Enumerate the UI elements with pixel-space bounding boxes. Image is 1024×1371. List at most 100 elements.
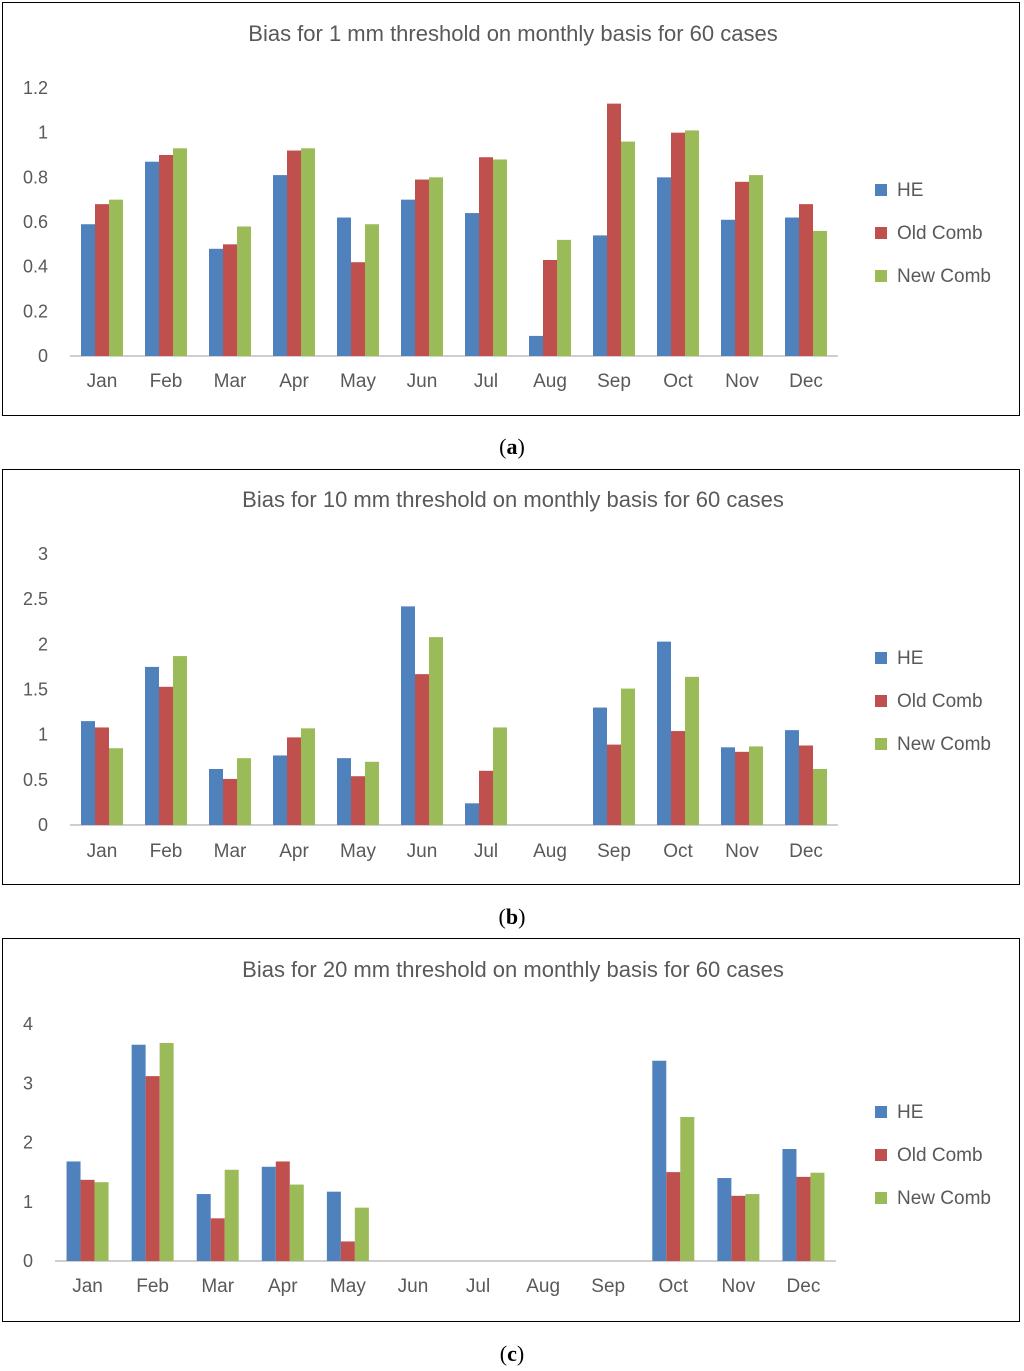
bar-new-comb-nov [749,175,763,356]
bar-he-nov [721,219,735,356]
x-tick-label: Nov [721,1276,755,1297]
legend-label-new-comb: New Comb [897,1188,991,1209]
y-tick-label: 1.5 [23,680,48,700]
y-tick-label: 2 [23,1133,33,1153]
bar-old-comb-mar [223,778,237,825]
bar-old-comb-mar [223,244,237,356]
x-tick-label: Sep [597,371,631,392]
caption-b: (b) [498,904,526,929]
legend-label-old-comb: Old Comb [897,223,983,244]
bar-old-comb-may [340,1241,355,1261]
x-tick-label: Jul [474,841,498,862]
bar-old-comb-dec [799,204,813,356]
bar-old-comb-nov [731,1195,746,1261]
bar-he-dec [785,217,799,356]
bar-old-comb-mar [210,1218,225,1261]
y-tick-label: 1 [38,725,48,745]
bar-old-comb-jan [95,727,109,825]
x-tick-label: Mar [214,841,247,862]
bar-he-aug [529,335,543,356]
bar-new-comb-mar [224,1169,239,1261]
bar-new-comb-jan [109,199,123,356]
bar-new-comb-dec [813,230,827,356]
chart-b-title: Bias for 10 mm threshold on monthly basi… [242,487,784,512]
bar-old-comb-jan [80,1179,95,1261]
x-tick-label: Jun [407,841,438,862]
caption-c-letter: c [507,1341,517,1366]
y-tick-label: 3 [38,544,48,564]
x-tick-label: May [340,371,376,392]
x-tick-label: Apr [279,841,309,862]
bar-new-comb-may [354,1207,369,1261]
bar-old-comb-may [351,262,365,356]
bar-he-nov [717,1178,732,1261]
x-tick-label: Aug [526,1276,560,1297]
bar-new-comb-dec [813,768,827,825]
caption-c: (c) [499,1341,525,1366]
bar-he-may [326,1191,341,1261]
bar-he-feb [131,1044,146,1261]
chart-c-title: Bias for 20 mm threshold on monthly basi… [242,957,784,982]
chart-b-svg: Bias for 10 mm threshold on monthly basi… [23,487,991,862]
bar-he-jan [66,1161,81,1261]
x-tick-label: Jul [474,371,498,392]
x-tick-label: May [340,841,376,862]
bar-he-oct [657,177,671,356]
bar-new-comb-feb [173,148,187,356]
legend-swatch-old-comb [875,1149,887,1161]
bar-new-comb-aug [557,239,571,356]
bar-old-comb-dec [796,1176,811,1261]
bar-he-jun [401,199,415,356]
bar-he-sep [593,235,607,356]
legend-swatch-new-comb [875,738,887,750]
x-tick-label: Aug [533,371,567,392]
bar-he-apr [261,1166,276,1261]
y-tick-label: 0.6 [23,212,48,232]
bar-he-jul [465,803,479,825]
y-tick-label: 1 [38,123,48,143]
bar-new-comb-oct [685,130,699,356]
bar-old-comb-apr [287,737,301,825]
bar-new-comb-jan [94,1182,109,1261]
bar-he-apr [273,175,287,356]
bar-he-jan [81,224,95,356]
bar-old-comb-feb [159,686,173,825]
bar-he-oct [652,1060,667,1261]
bar-old-comb-nov [735,751,749,825]
legend-swatch-old-comb [875,227,887,239]
x-tick-label: Dec [789,371,823,392]
y-tick-label: 2.5 [23,589,48,609]
bar-new-comb-mar [237,758,251,825]
bar-old-comb-dec [799,745,813,825]
y-tick-label: 0.2 [23,301,48,321]
chart-panel-a: Bias for 1 mm threshold on monthly basis… [2,2,1020,416]
chart-c-svg: Bias for 20 mm threshold on monthly basi… [23,957,991,1297]
bar-he-apr [273,755,287,825]
legend-label-he: HE [897,1102,923,1123]
bar-old-comb-jun [415,674,429,825]
legend-swatch-he [875,1106,887,1118]
chart-a-svg: Bias for 1 mm threshold on monthly basis… [23,21,991,392]
y-tick-label: 1.2 [23,78,48,98]
legend-swatch-he [875,184,887,196]
x-tick-label: Dec [787,1276,821,1297]
bar-new-comb-may [365,761,379,825]
bar-new-comb-mar [237,226,251,356]
bar-old-comb-feb [159,155,173,356]
x-tick-label: Feb [150,371,183,392]
bar-new-comb-nov [749,746,763,825]
bar-he-mar [209,768,223,825]
x-tick-label: Nov [725,371,759,392]
x-tick-label: Jun [407,371,438,392]
bar-new-comb-jun [429,637,443,825]
bar-new-comb-jun [429,177,443,356]
legend-swatch-new-comb [875,270,887,282]
x-tick-label: Sep [597,841,631,862]
bar-new-comb-jan [109,748,123,825]
chart-a-title: Bias for 1 mm threshold on monthly basis… [248,21,777,46]
bar-old-comb-jul [479,157,493,356]
legend-swatch-old-comb [875,695,887,707]
legend-label-new-comb: New Comb [897,266,991,287]
legend-label-he: HE [897,180,923,201]
bar-he-jun [401,606,415,825]
